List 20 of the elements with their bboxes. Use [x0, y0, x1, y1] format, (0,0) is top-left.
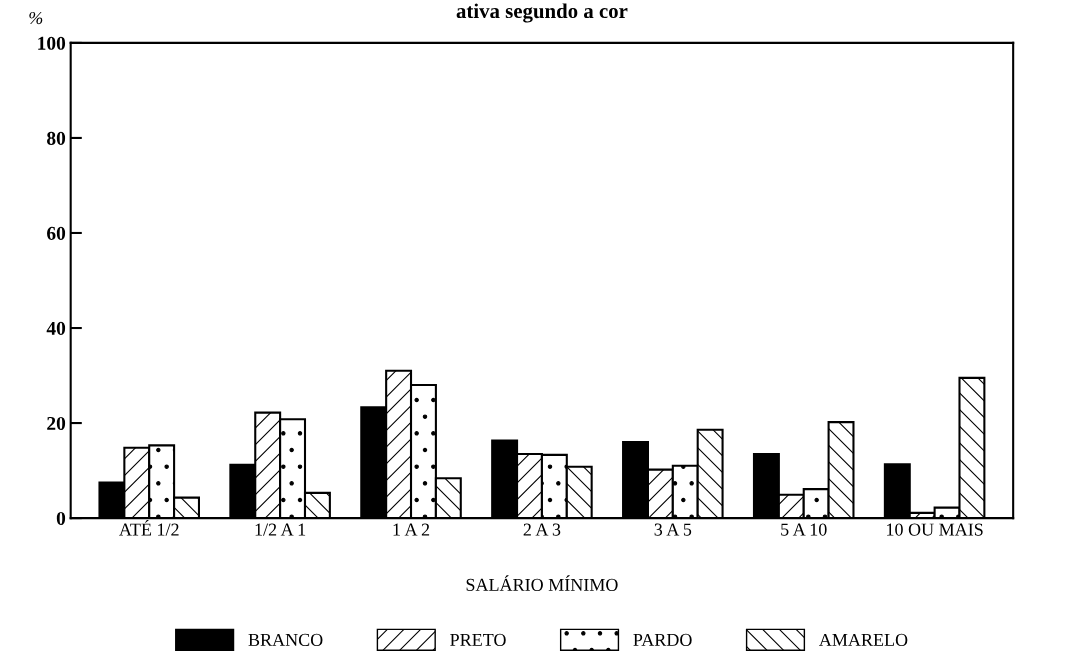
x-tick-label: 1/2 A 1 [255, 523, 306, 536]
x-tick-label: 5 A 10 [781, 523, 827, 536]
x-tick-label: 2 A 3 [523, 523, 561, 536]
y-tick-label: 0 [56, 511, 66, 526]
y-tick-label: 80 [47, 131, 66, 145]
legend-label: BRANCO [248, 633, 323, 646]
x-tick-label: 10 OU MAIS [887, 523, 983, 536]
chart-title: ativa segundo a cor [456, 3, 628, 23]
y-tick-label: 40 [46, 321, 66, 335]
x-tick-label: 3 A 5 [654, 523, 692, 536]
y-tick-label: 60 [47, 226, 66, 240]
y-axis-title: % [29, 11, 43, 25]
x-axis-title: SALÁRIO MÍNIMO [466, 575, 618, 591]
y-tick-label: 100 [38, 36, 66, 50]
x-tick-label: ATÉ 1/2 [119, 520, 179, 536]
legend-label: PRETO [450, 633, 506, 646]
x-tick-label: 1 A 2 [393, 523, 430, 536]
y-tick-label: 20 [47, 416, 66, 430]
legend-label: AMARELO [819, 633, 908, 646]
legend-label: PARDO [633, 633, 692, 646]
